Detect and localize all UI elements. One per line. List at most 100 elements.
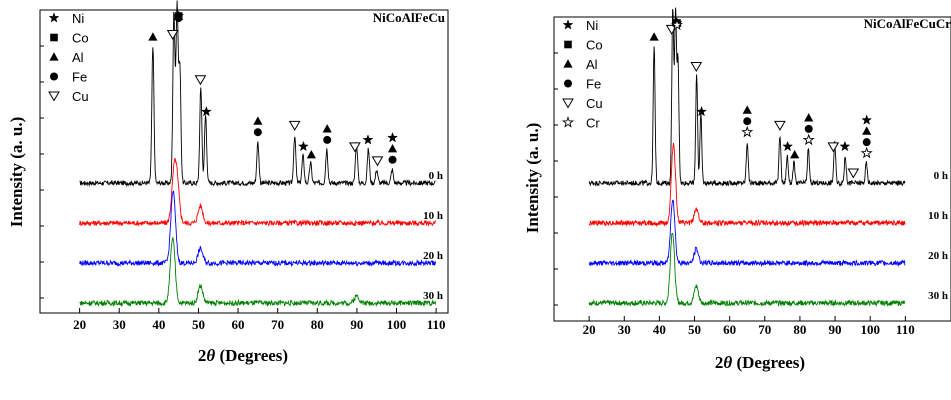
peak-marker-triangle-down-open-icon <box>194 75 207 86</box>
x-tick-label: 70 <box>271 317 284 332</box>
series-label: 30 h <box>928 290 948 302</box>
x-tick-label: 100 <box>860 322 880 337</box>
series-label: 10 h <box>423 210 443 222</box>
series-label: 0 h <box>934 170 948 182</box>
peak-marker-triangle-down-open-icon <box>774 120 786 131</box>
peak-marker-triangle-up-icon <box>804 113 814 122</box>
x-tick-label: 30 <box>618 322 631 337</box>
x-tick-label: 40 <box>152 317 165 332</box>
legend-star-open-icon <box>561 116 575 128</box>
x-tick-label: 90 <box>829 322 842 337</box>
series-line-30h <box>79 237 437 308</box>
peak-marker-triangle-up-icon <box>790 149 800 159</box>
peak-marker-circle-icon <box>253 128 262 137</box>
peak-marker-triangle-up-icon <box>322 124 332 133</box>
peak-marker-group <box>200 105 212 117</box>
plot-frame <box>39 9 449 314</box>
legend-label-cr: Cr <box>586 116 600 131</box>
legend-label-fe: Fe <box>72 70 87 85</box>
peak-marker-group <box>297 140 309 152</box>
x-axis-label: 2θ (Degrees) <box>198 346 288 365</box>
x-tick-label: 50 <box>688 322 701 337</box>
peak-marker-star-filled-icon <box>839 140 851 152</box>
x-tick-label: 100 <box>387 317 407 332</box>
legend-triangle-down-open-icon <box>48 91 60 102</box>
peak-marker-circle-icon <box>388 155 397 164</box>
peak-marker-group <box>847 168 860 179</box>
peak-marker-group <box>173 10 185 22</box>
peak-marker-group <box>306 149 316 159</box>
legend-circle-icon <box>50 72 58 81</box>
peak-marker-star-filled-icon <box>861 114 873 125</box>
legend-label-co: Co <box>586 38 603 53</box>
peak-marker-group <box>741 105 754 138</box>
peak-marker-triangle-down-open-icon <box>349 142 361 153</box>
peak-marker-group <box>387 132 399 164</box>
y-axis-label: Intensity (a. u.) <box>7 117 26 228</box>
peak-marker-triangle-down-open-icon <box>847 168 860 179</box>
peak-marker-group <box>670 17 683 31</box>
peak-marker-group <box>166 29 179 40</box>
series-label: 10 h <box>928 210 948 222</box>
peak-marker-group <box>782 140 794 152</box>
peak-marker-star-filled-icon <box>387 132 399 143</box>
x-tick-label: 60 <box>723 322 736 337</box>
x-tick-label: 80 <box>311 317 324 332</box>
peak-marker-triangle-up-icon <box>387 143 398 153</box>
peak-marker-circle-icon <box>743 117 752 126</box>
x-tick-label: 20 <box>73 317 86 332</box>
x-tick-label: 40 <box>653 322 666 337</box>
peak-marker-triangle-down-open-icon <box>288 120 301 131</box>
peak-marker-triangle-up-icon <box>148 32 158 41</box>
peak-marker-star-open-icon <box>670 18 683 31</box>
legend-triangle-up-icon <box>49 52 59 61</box>
legend-label-cu: Cu <box>586 96 603 111</box>
peak-marker-triangle-down-open-icon <box>166 29 179 40</box>
peak-marker-circle-icon <box>804 124 813 133</box>
peak-marker-star-filled-icon <box>200 105 212 117</box>
series-line-30h <box>588 232 906 308</box>
x-tick-label: 110 <box>896 322 915 337</box>
legend-star-filled-icon <box>48 12 60 23</box>
peak-marker-star-filled-icon <box>782 140 794 152</box>
series-line-0h <box>588 7 906 188</box>
peak-marker-group <box>827 142 840 153</box>
x-tick-label: 30 <box>113 317 126 332</box>
series-line-10h <box>79 158 437 228</box>
peak-marker-group <box>253 116 263 137</box>
legend-label-ni: Ni <box>72 11 84 26</box>
y-axis-label: Intensity (a. u.) <box>523 123 542 234</box>
panel-title: NiCoAlFeCu <box>373 10 445 25</box>
peak-marker-circle-icon <box>323 135 332 144</box>
peak-marker-triangle-down-open-icon <box>827 142 840 153</box>
peak-marker-star-filled-icon <box>362 134 374 145</box>
peak-marker-triangle-up-icon <box>742 105 752 114</box>
x-tick-label: 20 <box>583 322 596 337</box>
peak-marker-circle-icon <box>862 138 871 147</box>
peak-marker-group <box>362 134 374 145</box>
legend-label-al: Al <box>586 57 598 72</box>
x-tick-label: 70 <box>758 322 771 337</box>
x-tick-label: 90 <box>350 317 363 332</box>
peak-marker-group <box>802 113 815 146</box>
peak-marker-group <box>649 32 659 41</box>
plot-frame <box>553 16 951 322</box>
legend-label-fe: Fe <box>586 77 601 92</box>
series-label: 20 h <box>423 250 443 262</box>
peak-marker-group <box>690 62 703 73</box>
legend-triangle-up-icon <box>563 59 573 68</box>
x-tick-label: 80 <box>793 322 806 337</box>
series-line-20h <box>79 190 437 268</box>
x-tick-label: 50 <box>192 317 205 332</box>
series-line-20h <box>588 199 906 268</box>
legend-label-al: Al <box>72 50 84 65</box>
peak-marker-group <box>148 32 158 41</box>
series-label: 20 h <box>928 250 948 262</box>
x-tick-label: 110 <box>427 317 446 332</box>
legend-label-cu: Cu <box>72 89 89 104</box>
peak-marker-group <box>322 124 332 144</box>
peak-marker-triangle-up-icon <box>306 149 316 159</box>
peak-marker-star-open-icon <box>741 125 754 138</box>
peak-marker-circle-icon <box>174 14 183 22</box>
